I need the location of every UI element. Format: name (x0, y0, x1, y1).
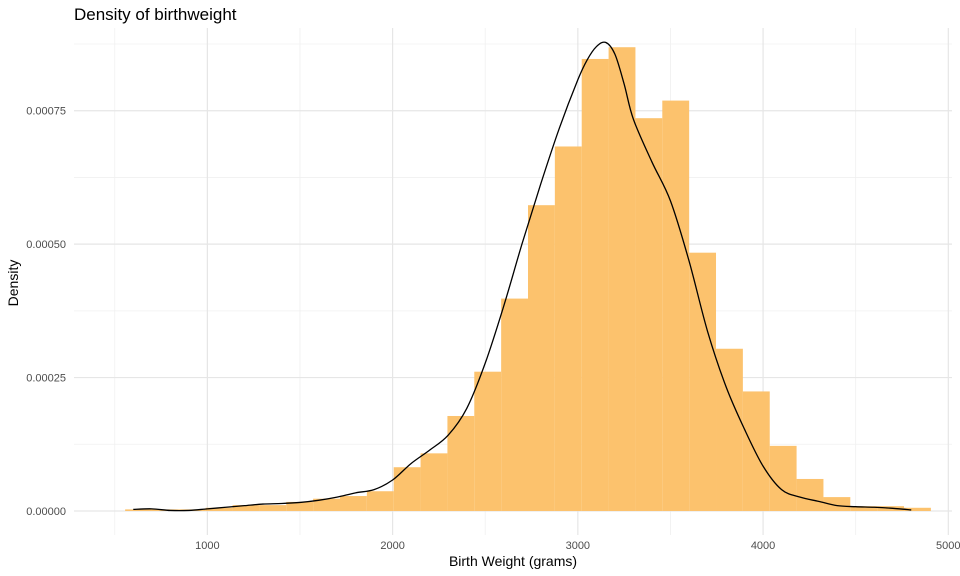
histogram-bar (635, 118, 663, 511)
histogram-bar (420, 453, 448, 511)
x-tick-label: 1000 (195, 540, 219, 552)
histogram-bar (366, 491, 394, 511)
histogram-bar (501, 298, 529, 511)
histogram-bar (850, 506, 878, 511)
x-axis-title: Birth Weight (grams) (449, 553, 577, 569)
histogram-bar (286, 501, 314, 511)
y-tick-label: 0.00050 (26, 239, 66, 251)
y-axis-title: Density (5, 260, 21, 307)
histogram-bar (474, 371, 502, 511)
histogram-bar (608, 47, 636, 511)
y-axis-ticks: 0.00000 0.00025 0.00050 0.00075 (26, 106, 66, 518)
histogram-bar (716, 348, 743, 511)
histogram-bar (393, 467, 421, 511)
histogram-bar (313, 498, 340, 511)
histogram-bar (339, 496, 367, 511)
density-curve (133, 41, 912, 512)
histogram-bar (205, 507, 233, 511)
histogram-bar (904, 507, 931, 511)
histogram-bar (554, 146, 582, 511)
histogram-bar (125, 509, 152, 511)
histogram-bar (769, 445, 797, 511)
y-tick-label: 0.00075 (26, 106, 66, 118)
histogram-bar (447, 415, 475, 511)
histogram-bar (259, 505, 287, 511)
x-tick-label: 5000 (936, 540, 960, 552)
density-curve-group (133, 41, 912, 512)
chart-title: Density of birthweight (74, 5, 237, 24)
histogram-bar (796, 478, 824, 511)
y-tick-label: 0.00000 (26, 506, 66, 518)
histogram-bar (662, 100, 690, 511)
histogram-bar (528, 205, 555, 511)
histogram-bar (232, 505, 260, 511)
y-tick-label: 0.00025 (26, 373, 66, 385)
x-tick-label: 2000 (380, 540, 404, 552)
x-axis-ticks: 1000 2000 3000 4000 5000 (195, 540, 960, 552)
histogram-bar (742, 391, 770, 511)
histogram-bar (689, 252, 717, 511)
x-tick-label: 3000 (566, 540, 590, 552)
x-tick-label: 4000 (751, 540, 775, 552)
histogram-bars (125, 47, 931, 511)
histogram-bar (823, 497, 851, 511)
histogram-bar (581, 58, 609, 511)
